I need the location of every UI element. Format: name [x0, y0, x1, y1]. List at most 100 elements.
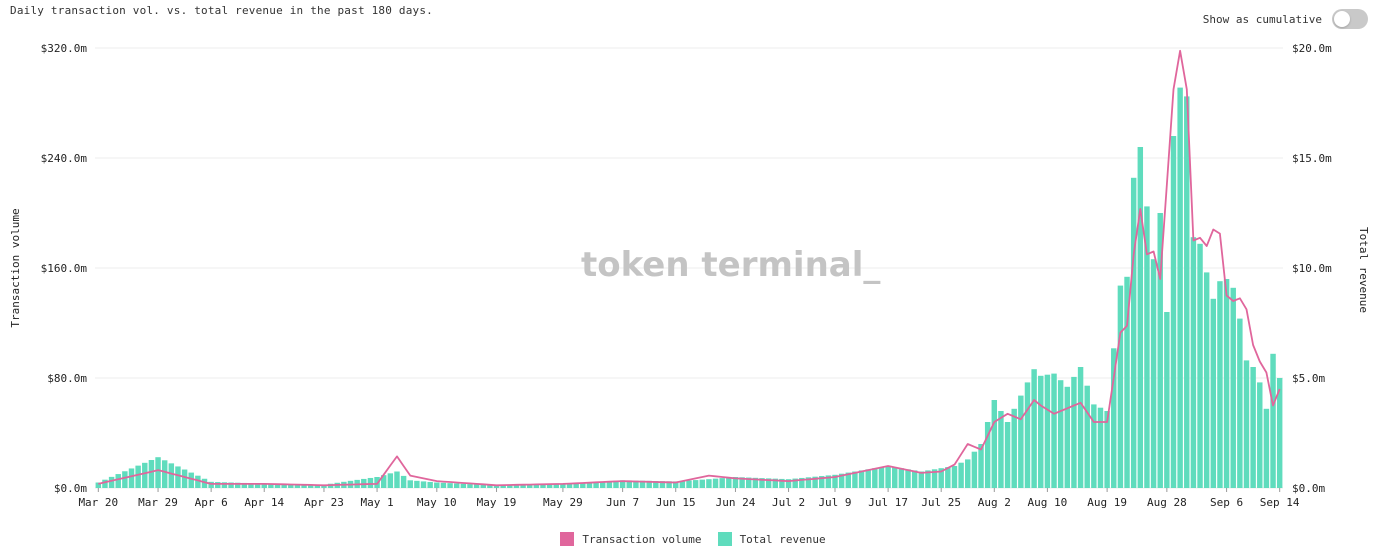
revenue-bar [440, 482, 447, 488]
revenue-bar [215, 482, 221, 488]
y-right-tick-label: $10.0m [1292, 262, 1332, 275]
x-tick-label: Apr 14 [244, 496, 284, 509]
revenue-bar [613, 480, 619, 488]
revenue-bar [380, 475, 387, 488]
revenue-bar [208, 481, 214, 488]
revenue-bar [1197, 243, 1203, 488]
cumulative-toggle-switch[interactable] [1332, 9, 1368, 29]
revenue-bar [885, 466, 891, 488]
y-left-tick-label: $240.0m [41, 152, 88, 165]
revenue-bar [673, 481, 679, 488]
revenue-bar [1064, 386, 1071, 488]
revenue-bar [188, 472, 194, 488]
revenue-bar [865, 469, 871, 488]
revenue-bar [666, 481, 672, 488]
revenue-bar [626, 480, 632, 488]
revenue-bar [712, 478, 719, 488]
revenue-bar [984, 422, 991, 488]
revenue-bar [1038, 375, 1044, 488]
revenue-bar [1011, 408, 1017, 488]
revenue-bar [400, 475, 407, 488]
revenue-bar [1024, 382, 1031, 488]
revenue-bar [951, 466, 958, 488]
revenue-bar [142, 462, 148, 488]
revenue-bar [726, 477, 732, 488]
revenue-bar [659, 481, 666, 488]
revenue-bar [460, 483, 467, 488]
revenue-bar [1071, 376, 1077, 488]
revenue-bar [858, 470, 865, 488]
revenue-bar [1157, 213, 1163, 488]
revenue-bar [307, 484, 314, 488]
revenue-bar [1144, 206, 1150, 488]
revenue-bar [998, 411, 1004, 488]
revenue-bar [1270, 353, 1276, 488]
y-left-tick-label: $80.0m [47, 372, 87, 385]
revenue-bar [473, 484, 480, 488]
revenue-bar [1104, 411, 1110, 488]
revenue-bar [1250, 367, 1256, 488]
x-tick-label: May 10 [417, 496, 457, 509]
revenue-bar [1111, 348, 1117, 488]
revenue-bar [241, 482, 248, 488]
revenue-bar [1091, 404, 1097, 488]
revenue-bar [812, 476, 818, 488]
legend-item-transaction-volume[interactable]: Transaction volume [560, 532, 702, 546]
revenue-bar [540, 484, 546, 488]
revenue-bar [878, 467, 885, 488]
revenue-bar [407, 480, 413, 488]
x-tick-label: Mar 20 [78, 496, 118, 509]
y-left-tick-label: $0.0m [54, 482, 87, 495]
x-tick-label: Sep 6 [1210, 496, 1243, 509]
x-tick-label: Jun 7 [606, 496, 639, 509]
x-tick-label: Aug 19 [1087, 496, 1127, 509]
revenue-bar [905, 469, 911, 488]
revenue-bar [633, 480, 639, 488]
revenue-bar [513, 484, 520, 488]
toggle-knob [1334, 11, 1350, 27]
revenue-bar [122, 471, 128, 488]
revenue-bar [1237, 318, 1243, 488]
revenue-bar [228, 482, 234, 488]
revenue-bar [168, 463, 175, 488]
revenue-bar [1150, 259, 1157, 488]
chart-area: $0.0m $0.0m $80.0m $5.0m $160.0m $10.0m $240.0… [9, 42, 1370, 509]
revenue-bar [692, 480, 699, 488]
revenue-bar [931, 469, 938, 488]
revenue-bar [1051, 373, 1057, 488]
revenue-bar [115, 474, 121, 488]
legend-label-transaction-volume: Transaction volume [582, 532, 702, 546]
legend-item-total-revenue[interactable]: Total revenue [717, 532, 826, 546]
revenue-bar [1230, 287, 1236, 488]
x-tick-label: May 29 [543, 496, 583, 509]
revenue-bar [102, 479, 108, 488]
revenue-bar [719, 478, 725, 488]
revenue-bar [898, 468, 905, 488]
revenue-bar [1170, 136, 1177, 488]
revenue-bar [566, 483, 573, 488]
y-right-tick-label: $0.0m [1292, 482, 1325, 495]
axes: $0.0m $0.0m $80.0m $5.0m $160.0m $10.0m $240.0… [9, 42, 1370, 509]
revenue-bar [447, 483, 453, 488]
revenue-bar [1190, 237, 1197, 488]
volume-series-line [98, 49, 1281, 487]
revenue-bar [487, 485, 493, 488]
revenue-bar [1263, 408, 1270, 488]
revenue-bar [95, 482, 102, 488]
revenue-bar [639, 480, 646, 488]
revenue-bar [699, 479, 705, 488]
revenue-bar [573, 483, 579, 488]
watermark-logo: token terminal_ [581, 245, 881, 285]
x-tick-label: Mar 29 [138, 496, 178, 509]
revenue-bar [520, 484, 526, 488]
revenue-bar [892, 467, 898, 488]
revenue-bar [507, 485, 513, 488]
x-tick-label: Jun 15 [656, 496, 696, 509]
revenue-bar [580, 482, 586, 488]
revenue-bar [195, 475, 201, 488]
x-tick-label: Aug 2 [978, 496, 1011, 509]
x-tick-label: May 19 [477, 496, 517, 509]
revenue-bar [872, 468, 878, 488]
revenue-bar [819, 476, 825, 488]
revenue-bar [779, 478, 785, 488]
